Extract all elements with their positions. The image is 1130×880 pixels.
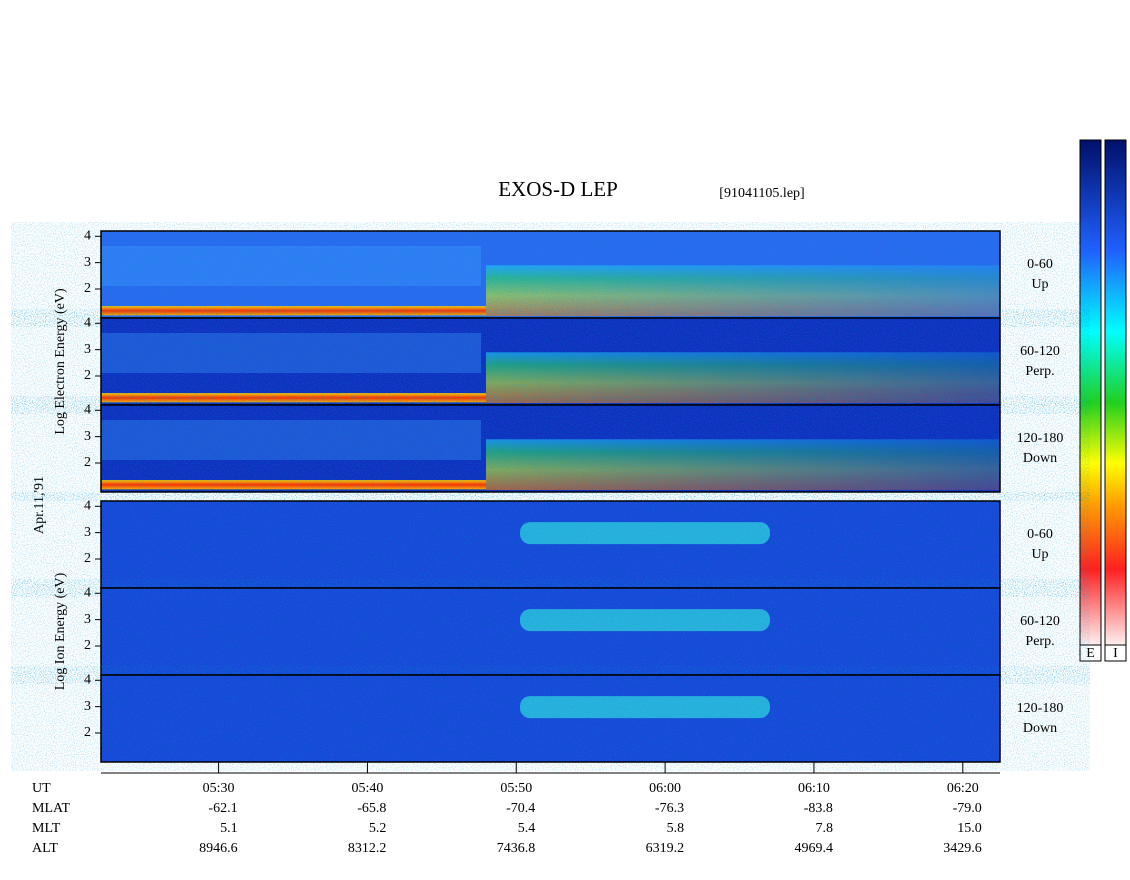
orbit-row-label: ALT bbox=[32, 841, 58, 856]
colorbars: E I bbox=[1079, 139, 1127, 662]
y-tick-label: 4 bbox=[84, 585, 91, 600]
colorbar-label: I bbox=[1113, 646, 1118, 661]
panel-angle: 60-120 bbox=[1020, 614, 1060, 629]
panel-direction: Up bbox=[1031, 547, 1048, 562]
date-label: Apr.11,'91 bbox=[32, 476, 47, 534]
y-tick-label: 4 bbox=[84, 498, 91, 513]
colorbar bbox=[1079, 139, 1102, 646]
orbit-cell: -83.8 bbox=[804, 801, 833, 816]
y-tick-label: 3 bbox=[84, 255, 91, 270]
spectrogram-noise bbox=[101, 405, 1000, 492]
panel-direction: Up bbox=[1031, 277, 1048, 292]
y-tick-label: 4 bbox=[84, 672, 91, 687]
y-tick-label: 3 bbox=[84, 342, 91, 357]
orbit-cell: 5.4 bbox=[518, 821, 536, 836]
orbit-cell: 8312.2 bbox=[348, 841, 387, 856]
orbit-cell: 4969.4 bbox=[794, 841, 833, 856]
spectrogram-noise bbox=[101, 231, 1000, 318]
orbit-cell: 3429.6 bbox=[943, 841, 982, 856]
x-tick-label: 05:50 bbox=[500, 781, 532, 796]
orbit-cell: -79.0 bbox=[953, 801, 982, 816]
colorbar bbox=[1104, 139, 1127, 646]
y-tick-label: 3 bbox=[84, 525, 91, 540]
y-tick-label: 4 bbox=[84, 315, 91, 330]
colorbar-box bbox=[1079, 644, 1102, 662]
x-tick-label: 06:20 bbox=[947, 781, 979, 796]
panel-direction: Perp. bbox=[1025, 364, 1054, 379]
x-row-label: UT bbox=[32, 781, 51, 796]
y-tick-label: 2 bbox=[84, 368, 91, 383]
panel-angle: 120-180 bbox=[1017, 431, 1064, 446]
orbit-cell: -65.8 bbox=[357, 801, 386, 816]
y-tick-label: 2 bbox=[84, 455, 91, 470]
y-tick-label: 2 bbox=[84, 638, 91, 653]
orbit-cell: -70.4 bbox=[506, 801, 535, 816]
orbit-cell: 7.8 bbox=[815, 821, 833, 836]
orbit-cell: 5.2 bbox=[369, 821, 387, 836]
panel-direction: Down bbox=[1023, 451, 1057, 466]
spectrogram-noise bbox=[101, 588, 1000, 675]
x-tick-label: 05:30 bbox=[203, 781, 235, 796]
orbit-row-label: MLT bbox=[32, 821, 61, 836]
y-axis-label: Log Ion Energy (eV) bbox=[53, 572, 68, 690]
panel-direction: Perp. bbox=[1025, 634, 1054, 649]
x-tick-label: 06:10 bbox=[798, 781, 830, 796]
file-label: [91041105.lep] bbox=[719, 186, 804, 201]
orbit-cell: 6319.2 bbox=[646, 841, 685, 856]
orbit-cell: 5.1 bbox=[220, 821, 238, 836]
y-axis-label: Log Electron Energy (eV) bbox=[53, 288, 68, 435]
x-tick-label: 06:00 bbox=[649, 781, 681, 796]
orbit-row-label: MLAT bbox=[32, 801, 71, 816]
orbit-cell: -76.3 bbox=[655, 801, 684, 816]
colorbar-label: E bbox=[1086, 646, 1095, 661]
y-tick-label: 2 bbox=[84, 551, 91, 566]
panel-direction: Down bbox=[1023, 721, 1057, 736]
panel-angle: 120-180 bbox=[1017, 701, 1064, 716]
panel-angle: 60-120 bbox=[1020, 344, 1060, 359]
y-tick-label: 2 bbox=[84, 281, 91, 296]
x-tick-label: 05:40 bbox=[351, 781, 383, 796]
orbit-cell: 5.8 bbox=[667, 821, 685, 836]
y-tick-label: 2 bbox=[84, 725, 91, 740]
orbit-cell: -62.1 bbox=[208, 801, 237, 816]
spectrogram-noise bbox=[101, 501, 1000, 588]
y-tick-label: 3 bbox=[84, 699, 91, 714]
chart-title: EXOS-D LEP bbox=[498, 177, 618, 201]
spectrogram-noise bbox=[101, 318, 1000, 405]
panel-frame bbox=[100, 404, 1001, 493]
y-tick-label: 4 bbox=[84, 402, 91, 417]
orbit-cell: 8946.6 bbox=[199, 841, 238, 856]
panel-angle: 0-60 bbox=[1027, 527, 1053, 542]
y-tick-label: 4 bbox=[84, 228, 91, 243]
orbit-cell: 15.0 bbox=[957, 821, 982, 836]
panel-frame bbox=[100, 674, 1001, 763]
colorbar-box bbox=[1104, 644, 1127, 662]
y-tick-label: 3 bbox=[84, 429, 91, 444]
spectrogram-noise bbox=[101, 675, 1000, 762]
orbit-cell: 7436.8 bbox=[497, 841, 536, 856]
panel-angle: 0-60 bbox=[1027, 257, 1053, 272]
y-tick-label: 3 bbox=[84, 612, 91, 627]
